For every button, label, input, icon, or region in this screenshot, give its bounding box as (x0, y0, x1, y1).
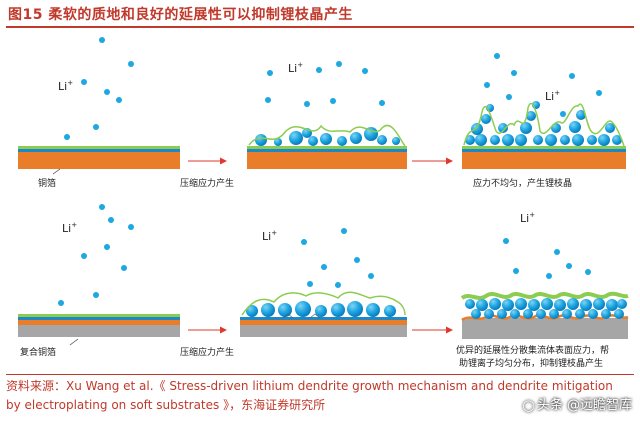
bottom-p3-green-wave (460, 291, 629, 300)
top-p2-li-ion-label: Li+ (288, 61, 303, 75)
bottom-panel-3: Li+ 优异的延展性分散集流体表面应力，帮 助锂离子均匀分布，抑制锂枝晶产生 (456, 211, 629, 369)
top-panel-1: Li+ 铜箔 (18, 37, 180, 189)
source-divider (6, 374, 634, 375)
bottom-p2-sei-film (241, 291, 406, 316)
top-p3-li-ion-label: Li+ (545, 89, 560, 103)
top-p2-sei-film (248, 124, 406, 147)
top-p1-copper (18, 152, 180, 169)
watermark-text: 头条 @远瞻智库 (536, 398, 632, 413)
top-p1-copper-pointer (52, 168, 61, 175)
bottom-p2-li-ion-label: Li+ (262, 229, 277, 243)
title-divider (6, 26, 634, 28)
bottom-p1-substrate (18, 325, 180, 337)
top-p2-copper (247, 152, 407, 169)
top-p3-copper (462, 152, 626, 169)
bottom-p1-blue-layer (18, 317, 180, 320)
bottom-p3-li-ion-label: Li+ (520, 211, 535, 225)
source-line-2: by electroplating on soft substrates 》，东… (6, 398, 326, 412)
top-p2-deposit (255, 127, 400, 146)
bottom-p2-label: 压缩应力产生 (180, 346, 234, 358)
top-p3-label: 应力不均匀，产生锂枝晶 (473, 177, 572, 189)
bottom-p2-ions (301, 228, 374, 288)
bottom-p3-label-line2: 助锂离子均匀分布，抑制锂枝晶产生 (459, 357, 603, 369)
bottom-p3-deposit (465, 298, 627, 319)
top-p3-sei-film (463, 102, 625, 147)
top-p3-dendrites (465, 101, 622, 146)
bottom-p2-copper (240, 320, 407, 325)
top-p3-green-layer (462, 146, 626, 149)
top-p3-blue-layer (462, 149, 626, 152)
bottom-panel-2: Li+ 压缩应力产生 (180, 228, 407, 358)
top-p3-ions (484, 53, 602, 117)
figure-title: 图15 柔软的质地和良好的延展性可以抑制锂枝晶产生 (8, 7, 353, 23)
top-p2-blue-layer (247, 149, 407, 152)
top-p2-green-layer (247, 146, 407, 149)
source-citation: 资料来源：Xu Wang et al.《 Stress-driven lithi… (6, 377, 634, 415)
bottom-p1-ions (58, 204, 134, 306)
watermark: ◯ 头条 @远瞻智库 (523, 394, 632, 413)
top-p2-ions (265, 61, 385, 107)
bottom-p1-copper-pointer (69, 338, 79, 346)
bottom-p3-label-line1: 优异的延展性分散集流体表面应力，帮 (456, 344, 609, 356)
bottom-p2-deposit (246, 301, 396, 317)
top-p1-copper-label: 铜箔 (38, 177, 56, 189)
top-panel-2: Li+ 压缩应力产生 (180, 61, 407, 189)
top-p2-label: 压缩应力产生 (180, 177, 234, 189)
top-p1-li-ion-label: Li+ (58, 79, 73, 93)
bottom-p3-ions (503, 238, 591, 279)
top-p1-green-layer (18, 146, 180, 149)
bottom-p1-li-ion-label: Li+ (62, 221, 77, 235)
top-p1-ions (64, 37, 134, 140)
bottom-p1-copper-label: 复合铜箔 (20, 346, 56, 358)
source-line-1: 资料来源：Xu Wang et al.《 Stress-driven lithi… (6, 379, 613, 393)
bottom-p1-copper (18, 320, 180, 325)
bottom-p2-blue-layer (240, 317, 407, 320)
bottom-p3-substrate (462, 318, 628, 339)
top-panel-3: Li+ 应力不均匀，产生锂枝晶 (462, 53, 626, 189)
bottom-p2-substrate (240, 325, 407, 337)
watermark-logo-icon: ◯ (522, 399, 535, 412)
bottom-p2-stress-marks (282, 313, 321, 319)
bottom-p1-green-layer (18, 314, 180, 317)
top-p1-blue-layer (18, 149, 180, 152)
bottom-panel-1: Li+ 复合铜箔 (18, 204, 180, 358)
